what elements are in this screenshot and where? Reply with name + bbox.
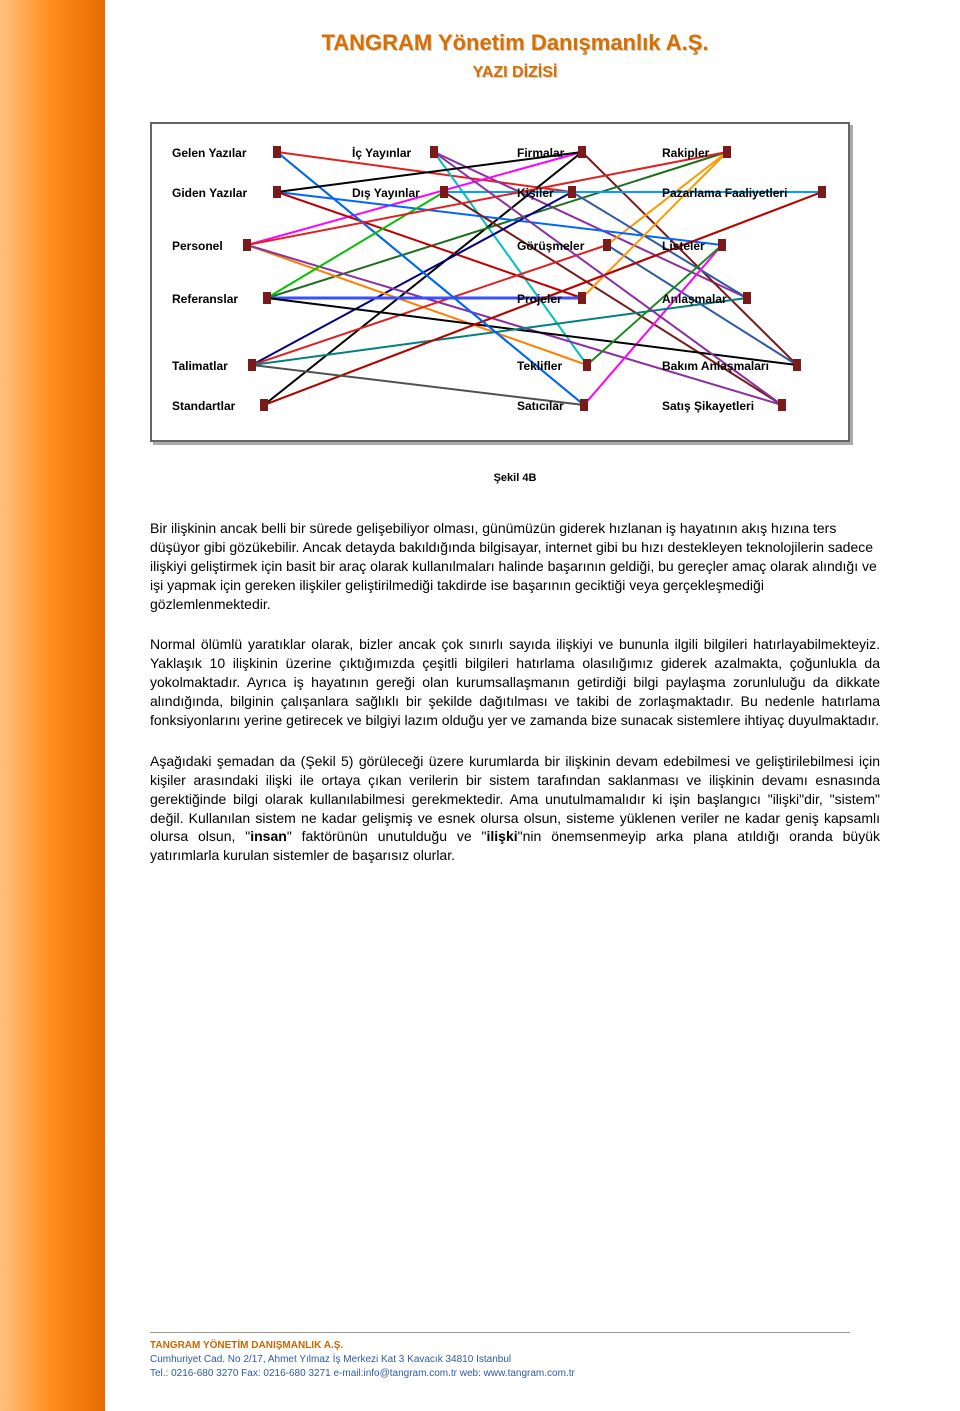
diagram-node-label: Satıcılar [517,399,564,413]
diagram-node-label: Gelen Yazılar [172,146,247,160]
diagram-node-mark [578,146,586,158]
footer-company: TANGRAM YÖNETİM DANIŞMANLIK A.Ş. [150,1339,850,1353]
diagram-node-mark [778,399,786,411]
network-diagram: Gelen Yazılar İç Yayınlar Firmalar Rakipler… [150,122,850,442]
diagram-node-label: Rakipler [662,146,709,160]
diagram-node-label: Anlaşmalar [662,292,727,306]
diagram-node-label: Dış Yayınlar [352,186,420,200]
diagram-node-mark [248,359,256,371]
diagram-node-mark [580,399,588,411]
diagram-node-label: Satış Şikayetleri [662,399,754,413]
diagram-node-label: Kişiler [517,186,554,200]
diagram-node-mark [273,186,281,198]
page-content: TANGRAM Yönetim Danışmanlık A.Ş. YAZI Dİ… [150,30,880,887]
diagram-node-label: Teklifler [517,359,562,373]
diagram-node-mark [818,186,826,198]
page-subtitle: YAZI DİZİSİ [150,64,880,82]
body-paragraph-2: Normal ölümlü yaratıklar olarak, bizler … [150,635,880,729]
diagram-node-mark [718,239,726,251]
diagram-node-mark [743,292,751,304]
diagram-node-mark [603,239,611,251]
diagram-node-label: Standartlar [172,399,235,413]
body-paragraph-1: Bir ilişkinin ancak belli bir sürede gel… [150,519,880,613]
footer-contact: Tel.: 0216-680 3270 Fax: 0216-680 3271 e… [150,1367,850,1381]
diagram-node-mark [263,292,271,304]
diagram-node-label: Referanslar [172,292,238,306]
diagram-node-mark [243,239,251,251]
diagram-node-label: Görüşmeler [517,239,584,253]
diagram-node-label: Listeler [662,239,705,253]
diagram-nodes-layer: Gelen Yazılar İç Yayınlar Firmalar Rakipler… [152,124,852,444]
diagram-node-label: Personel [172,239,223,253]
diagram-node-mark [583,359,591,371]
p3-bold-iliski: ilişki [487,828,518,844]
left-gradient-bar [0,0,105,1411]
diagram-node-label: Talimatlar [172,359,228,373]
p3-bold-insan: insan [250,828,287,844]
diagram-node-mark [273,146,281,158]
diagram-node-mark [723,146,731,158]
body-paragraph-3: Aşağıdaki şemadan da (Şekil 5) görüleceğ… [150,752,880,865]
diagram-node-label: İç Yayınlar [352,146,411,160]
diagram-node-label: Firmalar [517,146,564,160]
diagram-node-label: Bakım Anlaşmaları [662,359,769,373]
page-footer: TANGRAM YÖNETİM DANIŞMANLIK A.Ş. Cumhuri… [150,1332,850,1381]
diagram-node-label: Pazarlama Faaliyetleri [662,186,787,200]
diagram-node-mark [793,359,801,371]
diagram-node-mark [440,186,448,198]
p3-text-mid: " faktörünün unutulduğu ve " [287,828,487,844]
diagram-node-mark [260,399,268,411]
figure-caption: Şekil 4B [150,472,880,484]
diagram-node-label: Projeler [517,292,562,306]
footer-address: Cumhuriyet Cad. No 2/17, Ahmet Yılmaz İş… [150,1353,850,1367]
diagram-node-mark [568,186,576,198]
diagram-node-mark [430,146,438,158]
page-title: TANGRAM Yönetim Danışmanlık A.Ş. [150,30,880,56]
diagram-node-mark [578,292,586,304]
diagram-node-label: Giden Yazılar [172,186,247,200]
